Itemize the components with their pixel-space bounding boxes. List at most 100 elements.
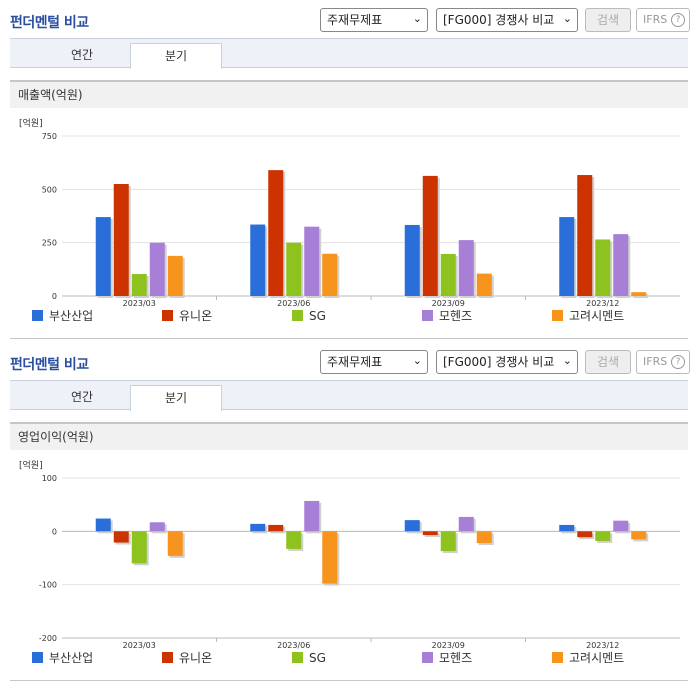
bar-유니온-2023/12 bbox=[577, 175, 593, 296]
revenue-chart: [억원] 0 250 500 750 2023/03 2023/06 2023/09 2023/… bbox=[19, 117, 680, 323]
statement-select[interactable]: 주재무제표 ⌄ bbox=[320, 8, 428, 32]
y-tick-label: 250 bbox=[42, 239, 57, 248]
section-title: 매출액(억원) bbox=[10, 80, 688, 108]
section-title: 영업이익(억원) bbox=[10, 422, 688, 450]
bar-모헨즈-2023/06 bbox=[304, 500, 320, 532]
y-tick-label: -200 bbox=[39, 634, 57, 643]
legend-swatch bbox=[552, 310, 563, 321]
panel-header: 펀더멘털 비교 주재무제표 ⌄ [FG000] 경쟁사 비교 ⌄ 검색 IFRS… bbox=[10, 350, 690, 376]
legend-label: SG bbox=[309, 651, 326, 665]
panel-title: 펀더멘털 비교 bbox=[10, 15, 89, 31]
tab-annual[interactable]: 연간 bbox=[70, 390, 94, 404]
legend-swatch bbox=[162, 310, 173, 321]
x-tick-label: 2023/03 bbox=[123, 641, 156, 650]
legend-label: 모헨즈 bbox=[439, 651, 472, 665]
bar-SG-2023/09 bbox=[440, 531, 456, 552]
y-tick-label: 100 bbox=[42, 474, 57, 483]
bar-부산산업-2023/06 bbox=[250, 523, 266, 532]
peer-select-value: [FG000] 경쟁사 비교 bbox=[443, 13, 555, 27]
ifrs-help-button[interactable]: IFRS ? bbox=[636, 350, 690, 374]
bar-유니온-2023/03 bbox=[113, 184, 129, 296]
bar-고려시멘트-2023/03 bbox=[167, 255, 183, 296]
legend-label: 고려시멘트 bbox=[569, 651, 624, 665]
bar-SG-2023/12 bbox=[595, 239, 611, 296]
bar-SG-2023/03 bbox=[131, 274, 147, 296]
chevron-down-icon: ⌄ bbox=[562, 12, 572, 25]
bar-고려시멘트-2023/09 bbox=[476, 531, 492, 544]
bar-shadow bbox=[424, 533, 440, 538]
tab-quarterly[interactable]: 분기 bbox=[130, 385, 222, 411]
bar-SG-2023/06 bbox=[286, 531, 302, 549]
tab-quarterly[interactable]: 분기 bbox=[130, 43, 222, 69]
unit-label: [억원] bbox=[19, 459, 43, 471]
statement-select-value: 주재무제표 bbox=[327, 355, 383, 369]
peer-select[interactable]: [FG000] 경쟁사 비교 ⌄ bbox=[436, 8, 578, 32]
chevron-down-icon: ⌄ bbox=[562, 354, 572, 367]
bar-부산산업-2023/03 bbox=[95, 217, 111, 296]
unit-label: [억원] bbox=[19, 117, 43, 129]
legend-swatch bbox=[32, 310, 43, 321]
y-tick-label: 0 bbox=[52, 292, 57, 301]
legend-swatch bbox=[422, 310, 433, 321]
y-tick-label: 500 bbox=[42, 185, 57, 194]
chevron-down-icon: ⌄ bbox=[412, 12, 422, 25]
y-tick-label: 0 bbox=[52, 527, 57, 536]
legend-swatch bbox=[292, 310, 303, 321]
bar-부산산업-2023/12 bbox=[559, 217, 575, 296]
bar-유니온-2023/03 bbox=[113, 531, 129, 543]
ifrs-label: IFRS bbox=[643, 13, 668, 26]
search-button[interactable]: 검색 bbox=[585, 8, 631, 32]
bar-모헨즈-2023/12 bbox=[613, 234, 629, 296]
x-tick-label: 2023/06 bbox=[277, 641, 310, 650]
bar-고려시멘트-2023/09 bbox=[476, 273, 492, 296]
legend-swatch bbox=[162, 652, 173, 663]
bar-모헨즈-2023/09 bbox=[458, 240, 474, 296]
bar-부산산업-2023/09 bbox=[404, 520, 420, 532]
x-tick-label: 2023/09 bbox=[432, 641, 465, 650]
bar-유니온-2023/06 bbox=[268, 170, 284, 296]
bar-고려시멘트-2023/03 bbox=[167, 531, 183, 556]
bar-부산산업-2023/03 bbox=[95, 518, 111, 532]
legend-label: 유니온 bbox=[179, 651, 212, 665]
x-tick-label: 2023/12 bbox=[586, 299, 619, 308]
bar-모헨즈-2023/09 bbox=[458, 516, 474, 532]
bar-부산산업-2023/09 bbox=[404, 224, 420, 296]
bar-모헨즈-2023/03 bbox=[149, 522, 165, 532]
bar-부산산업-2023/06 bbox=[250, 224, 266, 296]
search-button[interactable]: 검색 bbox=[585, 350, 631, 374]
bar-고려시멘트-2023/06 bbox=[322, 253, 338, 296]
bar-부산산업-2023/12 bbox=[559, 524, 575, 532]
legend-label: 고려시멘트 bbox=[569, 309, 624, 323]
period-tabs: 연간 분기 bbox=[10, 380, 688, 411]
peer-select[interactable]: [FG000] 경쟁사 비교 ⌄ bbox=[436, 350, 578, 374]
chevron-down-icon: ⌄ bbox=[412, 354, 422, 367]
bar-SG-2023/12 bbox=[595, 531, 611, 541]
legend-swatch bbox=[422, 652, 433, 663]
tab-annual[interactable]: 연간 bbox=[70, 48, 94, 62]
legend-label: 모헨즈 bbox=[439, 309, 472, 323]
bar-유니온-2023/12 bbox=[577, 531, 593, 538]
period-tabs: 연간 분기 bbox=[10, 38, 688, 69]
bar-shadow bbox=[633, 294, 649, 298]
statement-select-value: 주재무제표 bbox=[327, 13, 383, 27]
legend-label: 부산산업 bbox=[49, 651, 93, 665]
x-tick-label: 2023/03 bbox=[123, 299, 156, 308]
bar-모헨즈-2023/06 bbox=[304, 226, 320, 296]
bar-유니온-2023/06 bbox=[268, 524, 284, 532]
x-tick-label: 2023/06 bbox=[277, 299, 310, 308]
fundamental-panel-revenue: 펀더멘털 비교 주재무제표 ⌄ [FG000] 경쟁사 비교 ⌄ 검색 IFRS… bbox=[10, 8, 690, 339]
legend-label: 부산산업 bbox=[49, 309, 93, 323]
legend-swatch bbox=[292, 652, 303, 663]
ifrs-help-button[interactable]: IFRS ? bbox=[636, 8, 690, 32]
fundamental-panel-operating-income: 펀더멘털 비교 주재무제표 ⌄ [FG000] 경쟁사 비교 ⌄ 검색 IFRS… bbox=[0, 342, 696, 684]
statement-select[interactable]: 주재무제표 ⌄ bbox=[320, 350, 428, 374]
operating-income-chart: [억원] -200 -100 0 100 2023/03 2023/06 2023/09 202… bbox=[19, 459, 680, 665]
y-tick-label: 750 bbox=[42, 132, 57, 141]
bar-유니온-2023/09 bbox=[422, 531, 438, 536]
divider bbox=[10, 338, 688, 339]
panel-header: 펀더멘털 비교 주재무제표 ⌄ [FG000] 경쟁사 비교 ⌄ 검색 IFRS… bbox=[10, 8, 690, 34]
bar-유니온-2023/09 bbox=[422, 175, 438, 296]
x-tick-label: 2023/09 bbox=[432, 299, 465, 308]
bar-SG-2023/06 bbox=[286, 242, 302, 296]
legend-swatch bbox=[552, 652, 563, 663]
